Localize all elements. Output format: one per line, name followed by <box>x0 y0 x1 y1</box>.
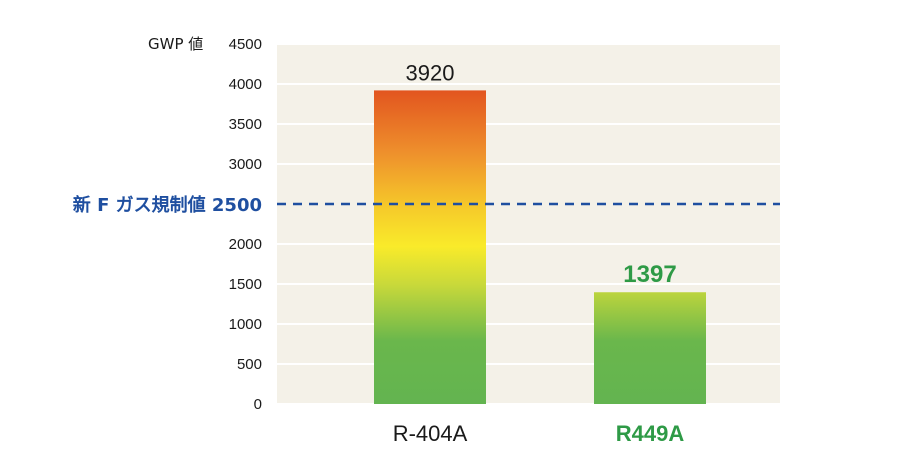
y-tick-label: 3500 <box>229 116 262 133</box>
y-tick-label: 1000 <box>229 316 262 333</box>
data-label: 1397 <box>623 261 676 288</box>
data-labels: 3920 1397 <box>406 60 677 288</box>
y-axis-title: GWP 値 <box>148 35 203 53</box>
regulation-reference-label: 新 F ガス規制値 2500 <box>73 194 262 216</box>
bar-r-404a <box>374 90 486 405</box>
y-tick-label: 4000 <box>229 76 262 93</box>
y-tick-label: 0 <box>254 396 262 413</box>
x-category-label: R449A <box>616 421 685 446</box>
x-axis-categories: R-404A R449A <box>393 421 685 446</box>
y-tick-label: 4500 <box>229 36 262 53</box>
bar-r449a <box>594 292 706 404</box>
y-axis-ticks: 0 500 1000 1500 2000 3000 3500 4000 4500 <box>229 36 262 413</box>
y-tick-label: 500 <box>237 356 262 373</box>
x-category-label: R-404A <box>393 421 468 446</box>
y-tick-label: 1500 <box>229 276 262 293</box>
y-tick-label: 2000 <box>229 236 262 253</box>
data-label: 3920 <box>406 60 455 85</box>
y-tick-label: 3000 <box>229 156 262 173</box>
bars <box>374 90 706 405</box>
gridlines <box>277 43 780 405</box>
